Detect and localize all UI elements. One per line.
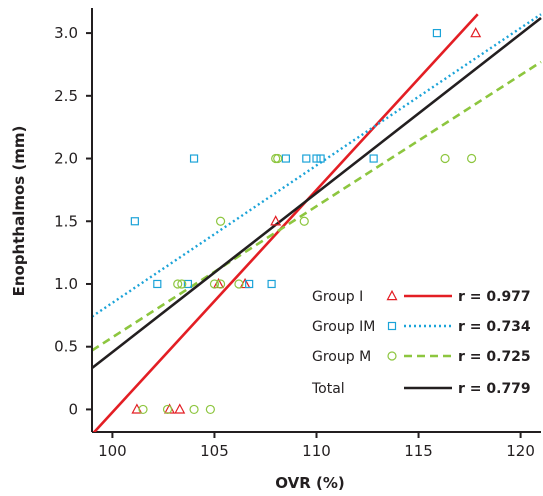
data-point-group-im bbox=[302, 154, 311, 163]
data-point-group-im bbox=[189, 154, 199, 163]
x-axis-title: OVR (%) bbox=[275, 474, 344, 492]
y-tick-label: 1.5 bbox=[54, 212, 78, 230]
data-point-group-im bbox=[153, 279, 162, 289]
data-point-group-im bbox=[316, 154, 325, 163]
data-point-group-im bbox=[245, 279, 254, 289]
data-point-group-m bbox=[209, 279, 220, 289]
fit-line-total bbox=[93, 17, 542, 369]
data-point-group-i bbox=[470, 27, 482, 38]
y-tick-label: 2.0 bbox=[54, 150, 78, 168]
data-point-group-m bbox=[215, 279, 226, 289]
data-point-group-im bbox=[369, 154, 378, 163]
x-tick-label: 110 bbox=[302, 442, 331, 460]
fit-lines bbox=[93, 13, 542, 432]
data-point-group-im bbox=[432, 28, 442, 38]
y-tick-label: 1.0 bbox=[54, 275, 78, 293]
y-tick-label: 3.0 bbox=[54, 24, 78, 42]
legend-label-total: Total bbox=[311, 381, 345, 397]
axes bbox=[86, 8, 541, 438]
data-point-group-im bbox=[267, 279, 276, 289]
fit-line-group-m bbox=[93, 60, 542, 352]
legend-r-group-m: r = 0.725 bbox=[458, 349, 531, 365]
data-point-group-im bbox=[183, 279, 193, 289]
data-point-group-m bbox=[273, 153, 283, 164]
data-point-group-m bbox=[205, 404, 215, 415]
data-point-group-m bbox=[234, 279, 244, 289]
data-point-group-m bbox=[215, 216, 226, 226]
y-axis-title: Enophthalmos (mm) bbox=[10, 126, 28, 297]
data-point-group-m bbox=[162, 404, 173, 415]
data-point-group-m bbox=[173, 279, 183, 289]
data-point-group-m bbox=[138, 404, 148, 415]
legend-r-total: r = 0.779 bbox=[458, 381, 531, 397]
x-tick-label: 120 bbox=[506, 442, 535, 460]
data-point-group-im bbox=[281, 154, 290, 163]
y-tick-label: 0.5 bbox=[54, 338, 78, 356]
data-markers bbox=[130, 27, 482, 415]
fit-line-group-im bbox=[93, 13, 542, 318]
legend-label-group-i: Group I bbox=[312, 289, 363, 305]
x-tick-label: 115 bbox=[404, 442, 433, 460]
data-point-group-m bbox=[299, 216, 309, 226]
data-point-group-m bbox=[177, 279, 187, 289]
legend-marker-group-i bbox=[386, 289, 398, 301]
legend-r-group-im: r = 0.734 bbox=[458, 319, 531, 335]
data-point-group-m bbox=[189, 404, 199, 415]
data-point-group-i bbox=[174, 403, 186, 414]
y-tick-label: 2.5 bbox=[54, 87, 78, 105]
data-point-group-i bbox=[270, 215, 282, 226]
legend-label-group-m: Group M bbox=[312, 349, 371, 365]
fit-line-group-i bbox=[93, 13, 479, 432]
legend-r-group-i: r = 0.977 bbox=[458, 289, 531, 305]
legend-label-group-im: Group IM bbox=[312, 319, 375, 335]
data-point-group-m bbox=[440, 153, 450, 164]
legend: Group I r = 0.977 Group IM r = 0.734 Group M… bbox=[311, 289, 531, 397]
legend-marker-group-m bbox=[387, 351, 397, 361]
x-tick-label: 100 bbox=[98, 442, 127, 460]
y-tick-label: 0 bbox=[68, 400, 78, 418]
tick-labels: 100 105 110 115 120 0 0.5 1.0 1.5 2.0 2.5 3.0 bbox=[54, 24, 535, 460]
x-tick-label: 105 bbox=[200, 442, 229, 460]
data-point-group-im bbox=[130, 217, 139, 226]
legend-marker-group-im bbox=[387, 321, 397, 331]
data-point-group-m bbox=[467, 153, 477, 164]
